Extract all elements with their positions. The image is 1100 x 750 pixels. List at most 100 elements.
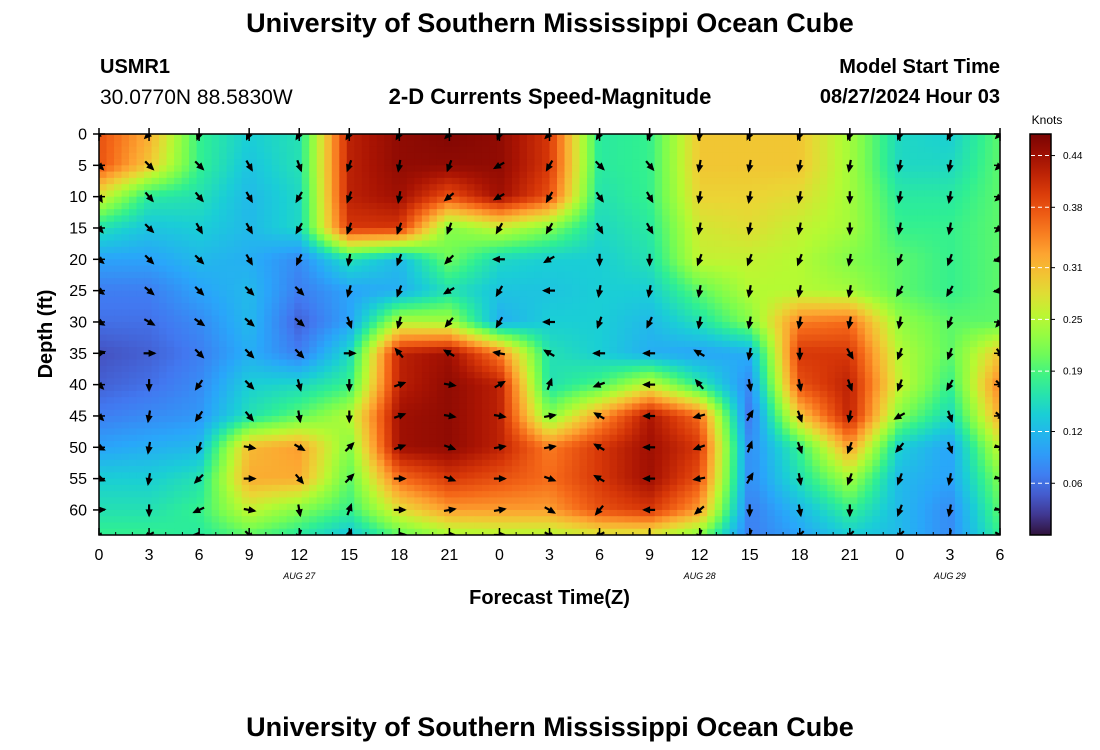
heatmap-cell (887, 134, 896, 141)
heatmap-cell (174, 340, 183, 348)
heatmap-cell (662, 140, 671, 148)
heatmap-cell (99, 209, 108, 217)
heatmap-cell (812, 190, 821, 198)
heatmap-cell (632, 246, 641, 254)
heatmap-cell (759, 146, 768, 154)
heatmap-cell (444, 271, 453, 279)
heatmap-cell (211, 384, 220, 392)
heatmap-cell (992, 278, 1000, 285)
heatmap-cell (166, 390, 175, 398)
heatmap-cell (902, 284, 911, 292)
heatmap-cell (346, 309, 355, 317)
heatmap-cell (451, 265, 460, 273)
heatmap-cell (909, 146, 919, 154)
heatmap-cell (369, 253, 378, 260)
heatmap-cell (249, 246, 258, 254)
heatmap-cell (587, 278, 596, 285)
heatmap-cell (654, 221, 663, 229)
heatmap-cell (872, 240, 881, 248)
heatmap-cell (369, 309, 378, 317)
heatmap-cell (144, 209, 153, 217)
heatmap-cell (752, 134, 761, 141)
heatmap-cell (489, 378, 498, 386)
heatmap-cell (361, 284, 370, 292)
heatmap-cell (662, 328, 671, 336)
heatmap-cell (744, 271, 753, 279)
heatmap-cell (204, 309, 213, 317)
heatmap-cell (572, 196, 581, 204)
heatmap-cell (782, 134, 791, 141)
heatmap-cell (737, 315, 746, 323)
heatmap-cell (549, 196, 558, 204)
heatmap-cell (174, 265, 183, 273)
heatmap-cell (617, 372, 626, 379)
heatmap-cell (444, 278, 453, 285)
heatmap-cell (421, 284, 430, 292)
heatmap-cell (602, 378, 611, 386)
heatmap-cell (121, 353, 130, 361)
heatmap-cell (166, 372, 175, 379)
heatmap-cell (759, 365, 768, 373)
heatmap-cell (977, 303, 986, 311)
heatmap-cell (662, 340, 671, 348)
heatmap-cell (977, 202, 986, 210)
heatmap-cell (166, 259, 175, 267)
heatmap-cell (339, 328, 348, 336)
heatmap-cell (361, 246, 370, 254)
heatmap-cell (406, 234, 415, 242)
heatmap-cell (189, 146, 198, 154)
heatmap-cell (436, 340, 445, 348)
heatmap-cell (744, 334, 753, 342)
heatmap-cell (864, 284, 873, 292)
heatmap-cell (782, 184, 791, 191)
heatmap-cell (729, 353, 738, 361)
heatmap-cell (241, 227, 250, 235)
heatmap-cell (909, 159, 919, 166)
heatmap-cell (909, 221, 919, 229)
heatmap-cell (692, 146, 701, 154)
heatmap-cell (564, 246, 573, 254)
heatmap-cell (309, 171, 318, 179)
heatmap-cell (894, 159, 903, 166)
heatmap-cell (496, 227, 506, 235)
heatmap-cell (669, 234, 678, 242)
heatmap-cell (174, 259, 183, 267)
heatmap-cell (804, 134, 813, 141)
heatmap-cell (662, 296, 671, 304)
heatmap-cell (744, 171, 753, 179)
heatmap-cell (504, 328, 513, 336)
heatmap-cell (264, 215, 273, 223)
heatmap-cell (572, 359, 581, 367)
heatmap-cell (99, 221, 108, 229)
heatmap-cell (977, 253, 986, 260)
heatmap-cell (481, 296, 491, 304)
heatmap-cell (354, 134, 363, 141)
heatmap-cell (541, 303, 551, 311)
heatmap-cell (279, 265, 288, 273)
heatmap-cell (211, 309, 220, 317)
heatmap-cell (189, 221, 198, 229)
heatmap-cell (692, 284, 701, 292)
heatmap-cell (887, 184, 896, 191)
heatmap-cell (256, 202, 265, 210)
heatmap-cell (714, 190, 723, 198)
heatmap-cell (684, 209, 693, 217)
heatmap-cell (812, 321, 821, 329)
heatmap-cell (572, 278, 581, 285)
heatmap-cell (376, 215, 385, 223)
heatmap-cell (812, 265, 821, 273)
heatmap-cell (211, 347, 220, 354)
heatmap-cell (549, 315, 558, 323)
heatmap-cell (932, 209, 941, 217)
heatmap-cell (842, 372, 851, 379)
heatmap-cell (324, 152, 333, 160)
heatmap-cell (939, 296, 949, 304)
heatmap-cell (144, 140, 153, 148)
heatmap-cell (421, 246, 430, 254)
heatmap-cell (782, 378, 791, 386)
heatmap-cell (361, 240, 370, 248)
heatmap-cell (234, 190, 243, 198)
heatmap-cell (301, 140, 310, 148)
heatmap-cell (984, 184, 994, 191)
heatmap-cell (969, 265, 979, 273)
